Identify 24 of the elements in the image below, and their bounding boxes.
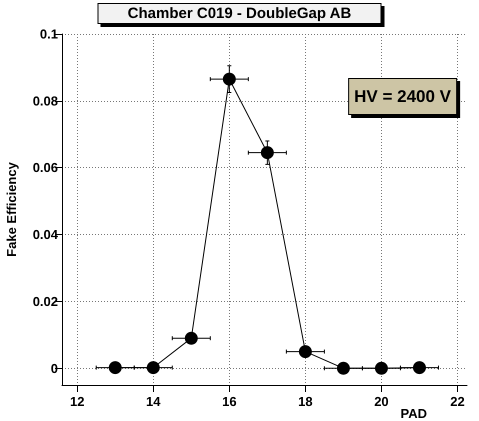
y-tick-label: 0.08	[32, 93, 58, 108]
x-tick-label: 14	[146, 394, 162, 409]
point	[336, 362, 350, 375]
x-tick-label: 16	[222, 394, 237, 409]
y-tick-label: 0.1	[40, 26, 58, 42]
point	[260, 146, 274, 160]
point	[374, 362, 388, 375]
x-tick-label: 20	[374, 394, 389, 409]
chart-title: Chamber C019 - DoubleGap AB	[128, 5, 352, 22]
y-tick-label: 0.06	[32, 160, 58, 176]
point	[298, 345, 312, 358]
x-tick-label: 22	[450, 394, 465, 409]
point	[146, 361, 160, 374]
y-tick-label: 0.02	[32, 294, 58, 309]
x-tick-label: 12	[70, 394, 84, 409]
point	[412, 361, 426, 374]
point	[222, 72, 236, 86]
annotation: HV = 2400 V	[354, 87, 452, 106]
x-axis-title: PAD	[400, 406, 427, 421]
y-axis-title: Fake Efficiency	[4, 161, 19, 257]
x-tick-label: 18	[298, 394, 313, 409]
point	[108, 361, 122, 374]
y-tick-label: 0.04	[32, 227, 59, 242]
point	[184, 332, 198, 345]
